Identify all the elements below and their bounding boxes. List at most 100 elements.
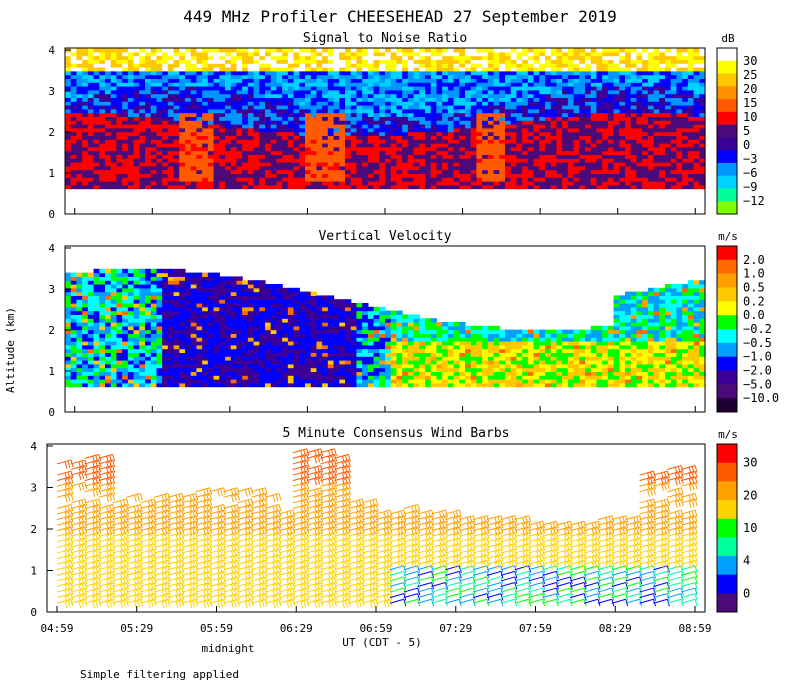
snr-cell: [453, 67, 460, 72]
velocity-cell: [99, 379, 106, 384]
snr-cell: [567, 181, 575, 186]
snr-cell: [333, 135, 340, 140]
snr-cell: [602, 177, 609, 182]
snr-cell: [116, 97, 123, 102]
snr-cell: [236, 165, 243, 171]
snr-cell: [493, 67, 500, 72]
velocity-cell: [76, 280, 83, 285]
snr-cell: [459, 48, 466, 53]
snr-cell: [402, 120, 409, 125]
snr-cell: [287, 108, 295, 114]
velocity-cell: [145, 299, 152, 304]
snr-cell: [310, 82, 318, 87]
snr-cell: [322, 82, 329, 87]
snr-cell: [613, 158, 620, 163]
velocity-cell: [65, 314, 72, 319]
snr-cell: [556, 55, 563, 60]
snr-cell: [419, 158, 426, 163]
snr-cell: [76, 97, 83, 102]
snr-cell: [636, 48, 643, 53]
snr-cell: [527, 154, 535, 159]
snr-cell: [367, 105, 375, 110]
snr-cell: [487, 139, 495, 144]
velocity-cell: [213, 363, 220, 369]
snr-cell: [105, 184, 112, 190]
snr-cell: [539, 112, 546, 117]
velocity-cell: [207, 284, 215, 289]
snr-cell: [367, 97, 375, 102]
snr-cell: [607, 184, 615, 190]
snr-cell: [567, 59, 575, 64]
snr-cell: [459, 181, 466, 186]
snr-cell: [590, 181, 598, 186]
snr-cell: [190, 93, 198, 98]
snr-cell: [259, 55, 266, 60]
snr-cell: [299, 70, 306, 76]
velocity-cell: [139, 325, 146, 331]
snr-cell: [419, 97, 426, 102]
snr-cell: [470, 86, 478, 91]
snr-cell: [453, 93, 460, 98]
velocity-cell: [173, 303, 180, 308]
snr-cell: [562, 154, 569, 159]
snr-cell: [327, 169, 335, 174]
velocity-cell: [110, 318, 118, 323]
snr-cell: [247, 89, 255, 95]
snr-cell: [573, 127, 580, 133]
snr-cell: [619, 105, 626, 110]
snr-cell: [510, 55, 518, 60]
snr-cell: [693, 173, 700, 178]
snr-cell: [133, 173, 140, 178]
snr-cell: [362, 82, 369, 87]
snr-cell: [585, 97, 592, 102]
snr-cell: [545, 127, 552, 133]
snr-cell: [699, 89, 706, 95]
snr-cell: [670, 67, 678, 72]
snr-cell: [293, 154, 300, 159]
snr-cell: [310, 89, 318, 95]
snr-cell: [230, 150, 238, 155]
snr-cell: [533, 86, 540, 91]
snr-cell: [573, 165, 580, 171]
snr-cell: [562, 97, 569, 102]
snr-cell: [636, 150, 643, 155]
snr-cell: [596, 48, 603, 53]
snr-cell: [413, 82, 420, 87]
snr-cell: [93, 158, 100, 163]
velocity-cell: [139, 272, 146, 277]
snr-cell: [276, 82, 283, 87]
snr-cell: [379, 105, 386, 110]
snr-cell: [567, 162, 575, 167]
snr-cell: [139, 55, 146, 60]
snr-cell: [70, 158, 78, 163]
snr-cell: [350, 101, 358, 106]
snr-cell: [396, 169, 403, 174]
snr-cell: [156, 48, 163, 53]
snr-cell: [590, 59, 598, 64]
velocity-cell: [99, 329, 106, 334]
snr-cell: [402, 93, 409, 98]
velocity-cell: [139, 333, 146, 338]
snr-cell: [545, 86, 552, 91]
snr-cell: [493, 105, 500, 110]
velocity-cell: [93, 310, 100, 315]
snr-cell: [247, 120, 255, 125]
velocity-cell: [70, 280, 78, 285]
snr-cell: [339, 59, 346, 64]
snr-cell: [276, 116, 283, 121]
snr-cell: [236, 184, 243, 190]
snr-cell: [99, 67, 106, 72]
snr-cell: [310, 112, 318, 117]
velocity-cell: [150, 360, 158, 365]
velocity-cell: [185, 363, 192, 369]
snr-cell: [385, 150, 392, 155]
snr-cell: [413, 131, 420, 136]
snr-cell: [356, 86, 363, 91]
snr-cell: [527, 127, 535, 133]
snr-cell: [270, 150, 278, 155]
snr-cell: [482, 86, 489, 91]
snr-cell: [333, 165, 340, 171]
snr-cell: [607, 89, 615, 95]
snr-cell: [327, 131, 335, 136]
snr-cell: [265, 55, 272, 60]
